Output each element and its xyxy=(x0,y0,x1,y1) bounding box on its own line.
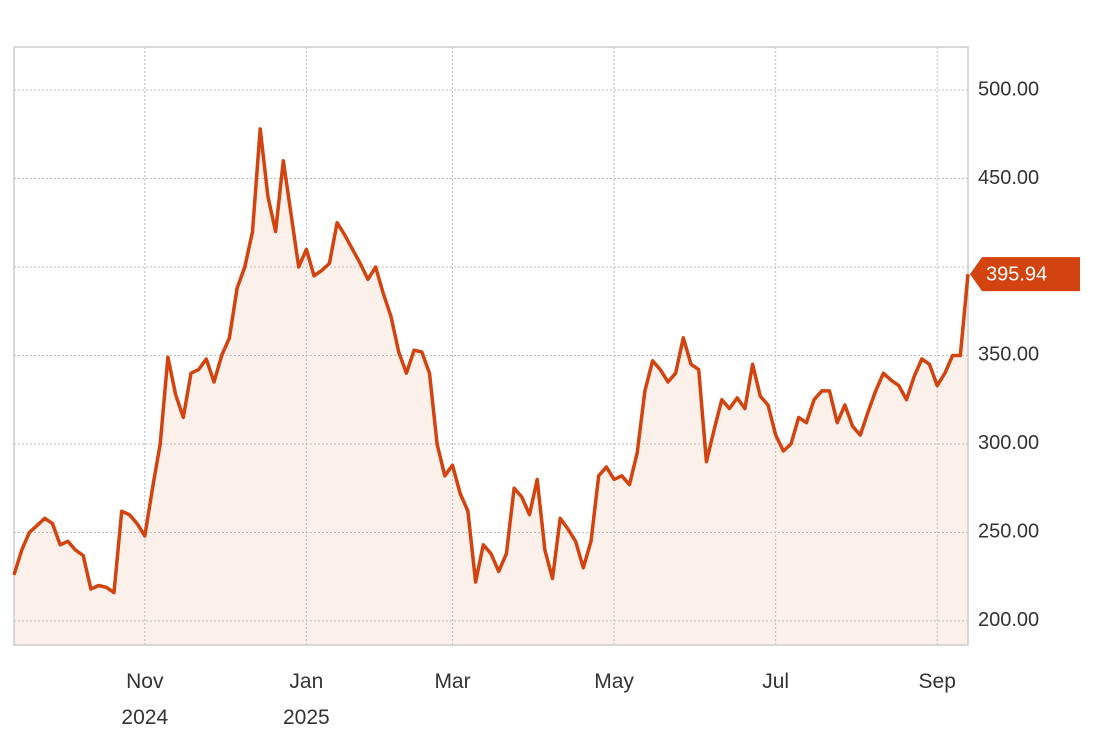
y-tick-label: 500.00 xyxy=(978,78,1039,100)
y-tick-label: 450.00 xyxy=(978,167,1039,189)
x-tick-label: Nov 2024 xyxy=(121,670,169,729)
line xyxy=(12,127,970,595)
y-tick-label: 200.00 xyxy=(978,609,1039,631)
area xyxy=(14,128,968,645)
y-tick-label: 250.00 xyxy=(978,521,1039,543)
last-value-tag xyxy=(970,257,1080,292)
y-tick-label: 350.00 xyxy=(978,344,1039,366)
x-tick-label: Sep xyxy=(918,670,956,693)
x-tick-label: Jan 2025 xyxy=(282,670,330,729)
x-tick-label: Mar xyxy=(434,670,471,693)
plot-border xyxy=(13,46,969,646)
y-tick-label: 300.00 xyxy=(978,432,1039,454)
x-tick-label: May xyxy=(594,670,634,693)
last-value-label: 395.94 xyxy=(986,263,1047,285)
x-tick-label: Jul xyxy=(762,670,790,693)
